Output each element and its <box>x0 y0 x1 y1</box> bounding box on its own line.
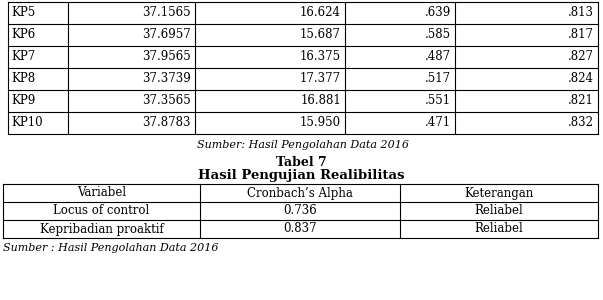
Text: 0.837: 0.837 <box>283 223 317 236</box>
Text: 15.950: 15.950 <box>300 116 341 130</box>
Text: 37.1565: 37.1565 <box>142 7 191 20</box>
Text: 37.3739: 37.3739 <box>142 73 191 85</box>
Text: .487: .487 <box>425 50 451 64</box>
Text: .813: .813 <box>568 7 594 20</box>
Text: Reliabel: Reliabel <box>475 205 523 218</box>
Text: Cronbach’s Alpha: Cronbach’s Alpha <box>247 187 353 200</box>
Text: 37.9565: 37.9565 <box>142 50 191 64</box>
Text: KP6: KP6 <box>11 28 35 41</box>
Text: .821: .821 <box>568 94 594 107</box>
Text: Sumber : Hasil Pengolahan Data 2016: Sumber : Hasil Pengolahan Data 2016 <box>3 243 218 253</box>
Text: .585: .585 <box>425 28 451 41</box>
Text: .517: .517 <box>425 73 451 85</box>
Text: .551: .551 <box>425 94 451 107</box>
Text: Reliabel: Reliabel <box>475 223 523 236</box>
Text: Variabel: Variabel <box>77 187 126 200</box>
Text: 16.375: 16.375 <box>300 50 341 64</box>
Text: .639: .639 <box>425 7 451 20</box>
Text: .471: .471 <box>425 116 451 130</box>
Text: KP9: KP9 <box>11 94 35 107</box>
Text: Hasil Pengujian Realibilitas: Hasil Pengujian Realibilitas <box>198 169 404 182</box>
Text: 0.736: 0.736 <box>283 205 317 218</box>
Text: Sumber: Hasil Pengolahan Data 2016: Sumber: Hasil Pengolahan Data 2016 <box>197 140 409 150</box>
Text: KP5: KP5 <box>11 7 35 20</box>
Text: Kepribadian proaktif: Kepribadian proaktif <box>40 223 163 236</box>
Text: KP7: KP7 <box>11 50 35 64</box>
Text: .824: .824 <box>568 73 594 85</box>
Text: 37.6957: 37.6957 <box>142 28 191 41</box>
Text: Locus of control: Locus of control <box>54 205 150 218</box>
Text: .827: .827 <box>568 50 594 64</box>
Text: 16.881: 16.881 <box>300 94 341 107</box>
Text: 37.3565: 37.3565 <box>142 94 191 107</box>
Text: .817: .817 <box>568 28 594 41</box>
Text: 17.377: 17.377 <box>300 73 341 85</box>
Text: Tabel 7: Tabel 7 <box>276 156 326 169</box>
Text: .832: .832 <box>568 116 594 130</box>
Text: 37.8783: 37.8783 <box>142 116 191 130</box>
Text: KP10: KP10 <box>11 116 43 130</box>
Text: Keterangan: Keterangan <box>464 187 534 200</box>
Text: 15.687: 15.687 <box>300 28 341 41</box>
Text: KP8: KP8 <box>11 73 35 85</box>
Text: 16.624: 16.624 <box>300 7 341 20</box>
